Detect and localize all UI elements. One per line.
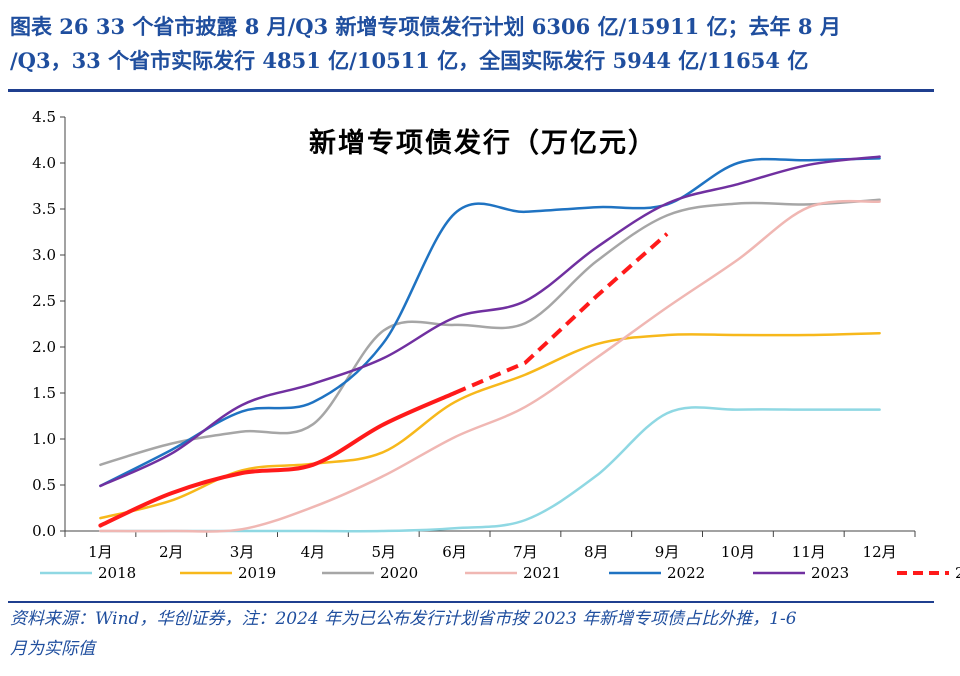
series-line-2021 [99,199,881,533]
legend-label-2020: 2020 [380,564,418,582]
x-tick-label: 4月 [301,543,326,561]
title-divider [8,89,934,92]
y-tick-label: 2.5 [32,292,56,310]
x-tick-label: 6月 [442,543,467,561]
legend-label-2021: 2021 [523,564,561,582]
source-note: 资料来源：Wind，华创证券，注：2024 年为已公布发行计划省市按 2023 … [10,604,940,664]
line-chart: 0.0 0.5 1.0 1.5 2.0 2.5 3.0 3.5 4.0 4.5 1月 2月 3月 4月 5月… [32,108,960,582]
figure-title: 图表 26 33 个省市披露 8 月/Q3 新增专项债发行计划 6306 亿/1… [10,10,940,78]
y-tick-label: 2.0 [32,338,56,356]
y-tick-label: 1.0 [32,430,56,448]
series-line-2024e [453,232,669,395]
source-note-line-1: 资料来源：Wind，华创证券，注：2024 年为已公布发行计划省市按 2023 … [10,609,797,629]
legend-label-2019: 2019 [238,564,276,582]
chart-series [98,155,881,533]
x-tick-label: 9月 [655,543,680,561]
legend-label-2023: 2023 [811,564,849,582]
y-tick-label: 1.5 [32,384,56,402]
x-tick-label: 2月 [159,543,184,561]
x-tick-label: 3月 [230,543,255,561]
source-note-line-2: 月为实际值 [10,639,95,659]
y-tick-label: 3.0 [32,246,56,264]
x-tick-label: 5月 [371,543,396,561]
y-tick-label: 3.5 [32,200,56,218]
x-tick-label: 10月 [721,543,755,561]
figure-title-line-1: 图表 26 33 个省市披露 8 月/Q3 新增专项债发行计划 6306 亿/1… [10,14,841,39]
chart-title: 新增专项债发行（万亿元） [309,127,657,159]
series-line-2020 [99,198,881,467]
legend-label-2022: 2022 [667,564,705,582]
x-tick-label: 8月 [584,543,609,561]
x-tick-label: 1月 [88,543,113,561]
series-line-2023 [99,155,881,488]
series-line-2018 [99,406,881,533]
x-tick-label: 11月 [792,543,826,561]
y-tick-label: 0.0 [32,522,56,540]
x-tick-label: 7月 [513,543,538,561]
figure-title-line-2: /Q3，33 个省市实际发行 4851 亿/10511 亿，全国实际发行 594… [10,48,809,73]
series-line-2019 [99,331,881,520]
chart-legend: 2018 2019 2020 2021 2022 2023 2024E [40,564,960,582]
x-tick-label: 12月 [863,543,897,561]
note-divider [8,601,934,603]
series-line-2022 [99,157,881,488]
legend-label-2024e: 2024E [955,564,960,582]
series-line-actual-2024 [98,391,457,528]
chart-axes: 0.0 0.5 1.0 1.5 2.0 2.5 3.0 3.5 4.0 4.5 1月 2月 3月 4月 5月… [32,108,916,561]
y-tick-label: 0.5 [32,476,56,494]
y-tick-label: 4.0 [32,154,56,172]
legend-label-2018: 2018 [98,564,136,582]
y-tick-label: 4.5 [32,108,56,126]
